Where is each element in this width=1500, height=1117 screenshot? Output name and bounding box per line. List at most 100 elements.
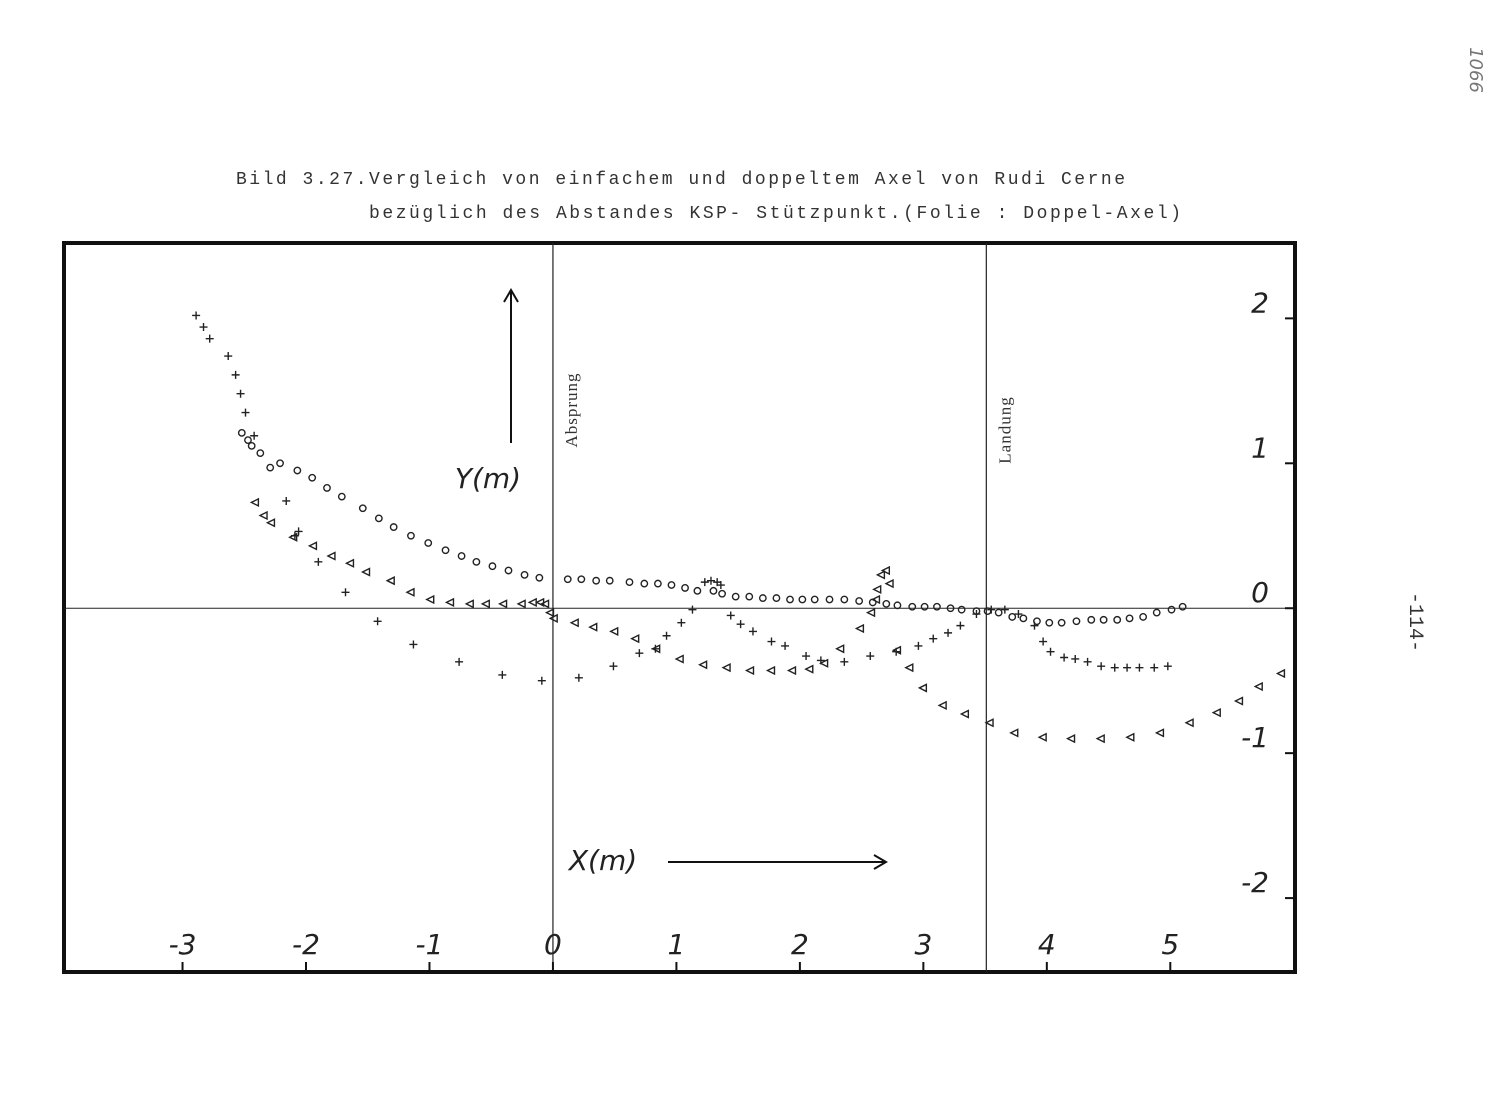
x-tick-label: 3 <box>914 928 932 961</box>
plus-point <box>294 527 303 536</box>
circle-point <box>625 578 634 587</box>
plus-point <box>914 641 923 650</box>
triangle-point <box>1095 734 1105 744</box>
circle-point <box>1167 605 1176 614</box>
triangle-point <box>937 700 947 710</box>
chart-subtitle: bezüglich des Abstandes KSP- Stützpunkt.… <box>369 204 1181 224</box>
triangle-point <box>548 613 558 624</box>
circle-point <box>293 466 302 475</box>
plus-point <box>250 431 259 440</box>
triangle-point <box>344 558 355 568</box>
y-tick-label: 0 <box>1251 576 1269 609</box>
circle-point <box>266 463 275 472</box>
triangle-point <box>464 599 474 609</box>
circle-point <box>718 589 726 598</box>
plus-point <box>767 637 776 646</box>
triangle-point <box>609 626 619 637</box>
circle-point <box>276 459 284 468</box>
triangle-point <box>444 597 455 608</box>
triangle-point <box>819 658 829 668</box>
circle-point <box>745 592 754 601</box>
x-tick-label: 1 <box>667 928 685 961</box>
triangle-point <box>721 663 731 673</box>
plus-point <box>706 576 715 585</box>
plus-point <box>574 673 583 682</box>
plus-point <box>409 640 418 649</box>
plus-point <box>972 610 981 619</box>
plus-point <box>1123 663 1132 672</box>
triangle-point <box>884 578 894 589</box>
plus-point <box>314 557 323 566</box>
plus-point <box>635 649 644 658</box>
triangle-point <box>804 664 814 674</box>
circle-point <box>563 575 572 584</box>
plus-point <box>1060 653 1069 662</box>
triangle-point <box>984 718 994 728</box>
triangle-point <box>1275 668 1286 679</box>
circle-point <box>840 595 849 604</box>
circle-point <box>424 539 433 547</box>
plus-point <box>498 670 507 679</box>
plus-point <box>1046 647 1055 656</box>
triangle-point <box>891 645 902 655</box>
circle-point <box>605 576 614 585</box>
plus-point <box>1039 637 1048 646</box>
triangle-point <box>539 599 550 609</box>
handwritten-note: 1066 <box>1465 47 1486 93</box>
y-tick-label: 2 <box>1251 286 1269 319</box>
plus-point <box>1135 663 1144 672</box>
circle-point <box>389 523 398 531</box>
triangle-point <box>1211 707 1221 718</box>
circle-point <box>374 514 383 523</box>
triangle-point <box>1009 728 1019 738</box>
triangle-point <box>880 565 891 576</box>
triangle-point <box>569 618 579 628</box>
triangle-point <box>865 607 876 618</box>
circle-point <box>520 570 529 579</box>
plus-point <box>677 618 686 627</box>
circle-point <box>933 602 941 611</box>
plus-point <box>956 621 965 630</box>
plus-point <box>1083 657 1092 666</box>
circle-point <box>577 575 586 584</box>
circle-point <box>786 595 794 604</box>
triangle-point <box>674 654 684 664</box>
circle-point <box>855 597 864 605</box>
circle-point <box>667 581 676 589</box>
plus-point <box>205 334 214 343</box>
circle-point <box>882 599 891 608</box>
triangle-point <box>854 623 865 634</box>
triangle-point <box>630 634 640 644</box>
plus-point <box>726 611 735 620</box>
circle-point <box>772 594 781 602</box>
y-arrow-head <box>503 288 519 303</box>
plus-point <box>282 496 291 505</box>
plus-point <box>688 605 697 614</box>
triangle-point <box>249 497 260 508</box>
circle-point <box>1072 617 1081 626</box>
circle-point <box>244 436 252 445</box>
plus-point <box>341 588 350 597</box>
circle-point <box>653 579 662 588</box>
circle-point <box>693 586 702 595</box>
triangle-point <box>875 570 886 580</box>
circle-point <box>810 595 819 604</box>
triangle-point <box>698 660 708 670</box>
plus-point <box>224 352 233 361</box>
circle-point <box>908 602 917 611</box>
plus-point <box>1000 605 1009 614</box>
plus-point <box>748 627 757 636</box>
circle-point <box>1019 614 1028 623</box>
circle-point <box>323 484 331 492</box>
x-tick-label: -3 <box>169 928 197 961</box>
chart-title: Bild 3.27.Vergleich von einfachem und do… <box>236 170 1125 190</box>
triangle-point <box>904 663 914 673</box>
circle-point <box>758 594 767 602</box>
plus-point <box>1030 621 1039 630</box>
plus-point <box>987 605 996 614</box>
y-axis-label: Y(m) <box>455 462 521 495</box>
circle-point <box>592 576 601 585</box>
plus-point <box>1014 610 1023 619</box>
plus-point <box>1150 663 1159 672</box>
plus-point <box>1097 662 1106 671</box>
